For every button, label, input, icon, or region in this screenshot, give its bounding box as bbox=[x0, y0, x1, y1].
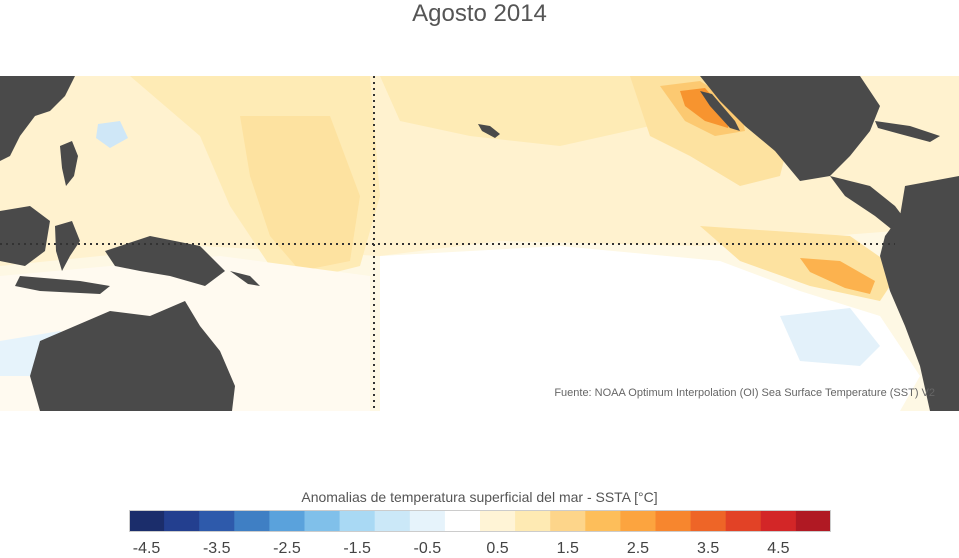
colorbar-swatch bbox=[760, 510, 797, 532]
warm-anomaly-subtropical bbox=[380, 76, 650, 146]
colorbar-tick-label: 1.5 bbox=[556, 540, 579, 557]
colorbar-tick-label: -0.5 bbox=[413, 540, 442, 557]
colorbar-swatch bbox=[339, 510, 376, 532]
colorbar-title: Anomalias de temperatura superficial del… bbox=[301, 489, 658, 505]
colorbar-swatch bbox=[585, 510, 621, 532]
asia-landmass bbox=[0, 76, 75, 161]
colorbar-swatch bbox=[515, 510, 551, 532]
colorbar-swatch bbox=[725, 510, 762, 532]
source-credit: Fuente: NOAA Optimum Interpolation (OI) … bbox=[554, 387, 935, 399]
hot-spot-peru bbox=[800, 258, 875, 294]
colorbar-swatch bbox=[304, 510, 341, 532]
central-america bbox=[830, 176, 910, 236]
colorbar-border bbox=[129, 510, 831, 532]
colorbar-tick-label: 3.5 bbox=[697, 540, 720, 557]
map-title: Agosto 2014 bbox=[412, 0, 547, 27]
cool-anomaly-southeast bbox=[780, 308, 880, 366]
warm-anomaly-dateline bbox=[240, 116, 360, 271]
gridlines bbox=[0, 76, 895, 411]
indonesia-small-islands bbox=[15, 276, 110, 294]
caribbean-islands bbox=[875, 121, 940, 142]
colorbar-swatch bbox=[655, 510, 692, 532]
hot-spot-baja bbox=[680, 88, 730, 128]
colorbar-swatch bbox=[164, 510, 200, 532]
north-america-mexico bbox=[700, 76, 880, 181]
colorbar-swatch bbox=[269, 510, 305, 532]
south-america-continent bbox=[880, 176, 959, 411]
australia-continent bbox=[30, 301, 235, 411]
neutral-anomaly-southeast bbox=[380, 246, 920, 411]
colorbar-swatch bbox=[550, 510, 586, 532]
colorbar-swatch bbox=[444, 510, 481, 532]
cool-anomaly-west bbox=[96, 121, 128, 148]
land bbox=[0, 76, 959, 411]
borneo-island bbox=[0, 206, 50, 266]
colorbar-swatch bbox=[374, 510, 411, 532]
colorbar-swatch bbox=[409, 510, 446, 532]
colorbar-tick-label: -1.5 bbox=[343, 540, 371, 557]
colorbar-swatch bbox=[129, 510, 165, 532]
colorbar-swatch bbox=[795, 510, 831, 532]
colorbar-tick-label: -4.5 bbox=[132, 540, 161, 557]
solomon-islands bbox=[230, 271, 260, 286]
ssta-map bbox=[0, 76, 959, 411]
colorbar-tick-label: 4.5 bbox=[767, 540, 790, 557]
colorbar-tick-label: 2.5 bbox=[626, 540, 650, 557]
colorbar-tick-label: -3.5 bbox=[202, 540, 231, 557]
philippines-islands bbox=[60, 141, 78, 186]
colorbar-swatch bbox=[690, 510, 727, 532]
colorbar-tick-label: -2.5 bbox=[273, 540, 301, 557]
colorbar-swatch bbox=[480, 510, 516, 532]
baja-california bbox=[700, 91, 740, 131]
colorbar-swatch bbox=[620, 510, 656, 532]
colorbar bbox=[129, 510, 831, 532]
anomaly-field bbox=[0, 76, 959, 411]
sulawesi-island bbox=[55, 221, 80, 271]
colorbar-swatch bbox=[234, 510, 270, 532]
colorbar-tick-label: 0.5 bbox=[486, 540, 509, 557]
new-guinea-island bbox=[105, 236, 225, 286]
colorbar-swatch bbox=[199, 510, 235, 532]
hawaii-islands bbox=[478, 124, 500, 138]
